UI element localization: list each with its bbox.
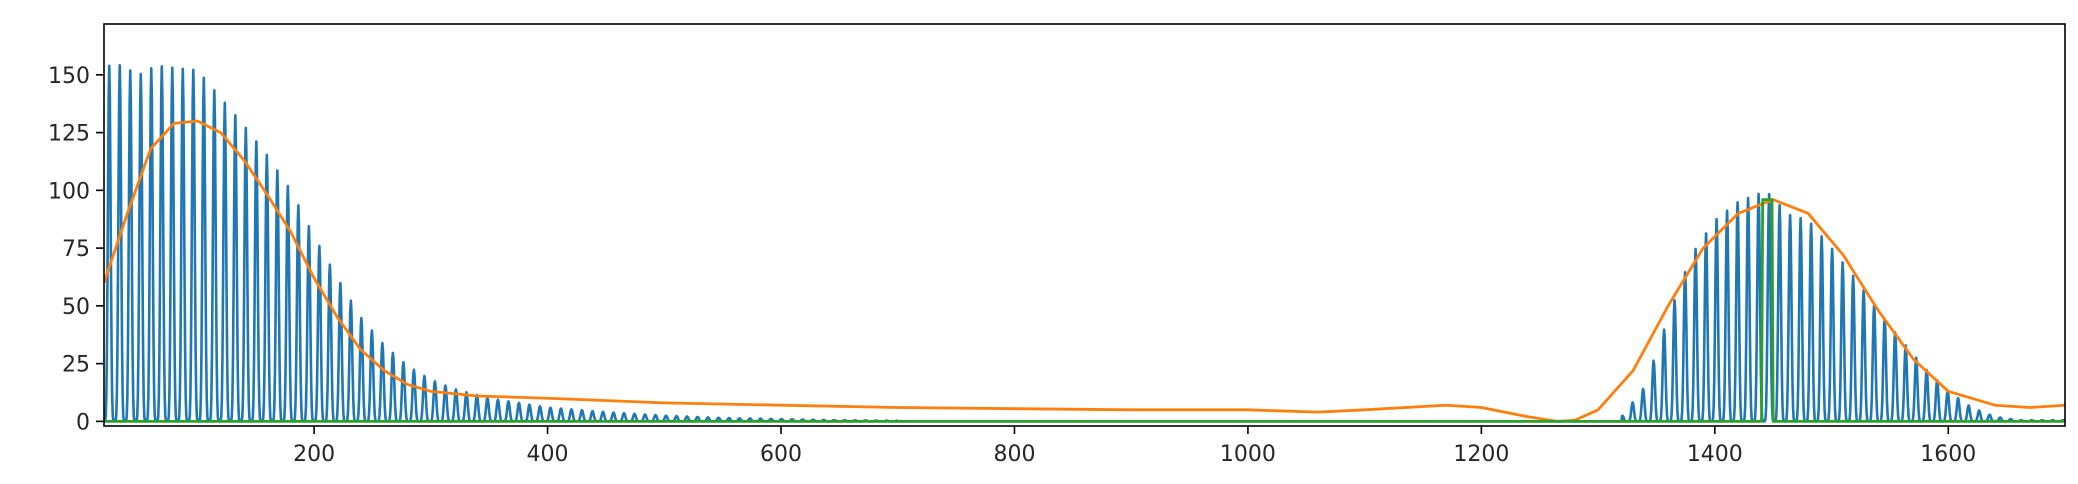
x-tick-label: 400 [527,442,569,467]
series-layer [104,64,2065,423]
x-tick-label: 600 [760,442,802,467]
x-tick-label: 1400 [1687,442,1743,467]
series-line-3 [104,198,2065,423]
y-tick-label: 150 [48,64,90,89]
y-tick-label: 50 [62,295,90,320]
x-axis: 200 400 600 800 1000 1200 1400 1600 [293,426,1976,467]
x-tick-label: 200 [293,442,335,467]
plot-frame [103,23,2066,427]
y-tick-label: 25 [62,353,90,378]
x-tick-label: 1200 [1453,442,1509,467]
y-tick-label: 0 [76,410,90,435]
y-axis: 0 25 50 75 100 125 150 [48,64,104,435]
x-tick-label: 1600 [1920,442,1976,467]
x-tick-label: 800 [993,442,1035,467]
x-tick-label: 1000 [1220,442,1276,467]
y-tick-label: 125 [48,122,90,147]
series-line-2 [104,119,2065,423]
y-tick-label: 100 [48,179,90,204]
y-tick-label: 75 [62,237,90,262]
